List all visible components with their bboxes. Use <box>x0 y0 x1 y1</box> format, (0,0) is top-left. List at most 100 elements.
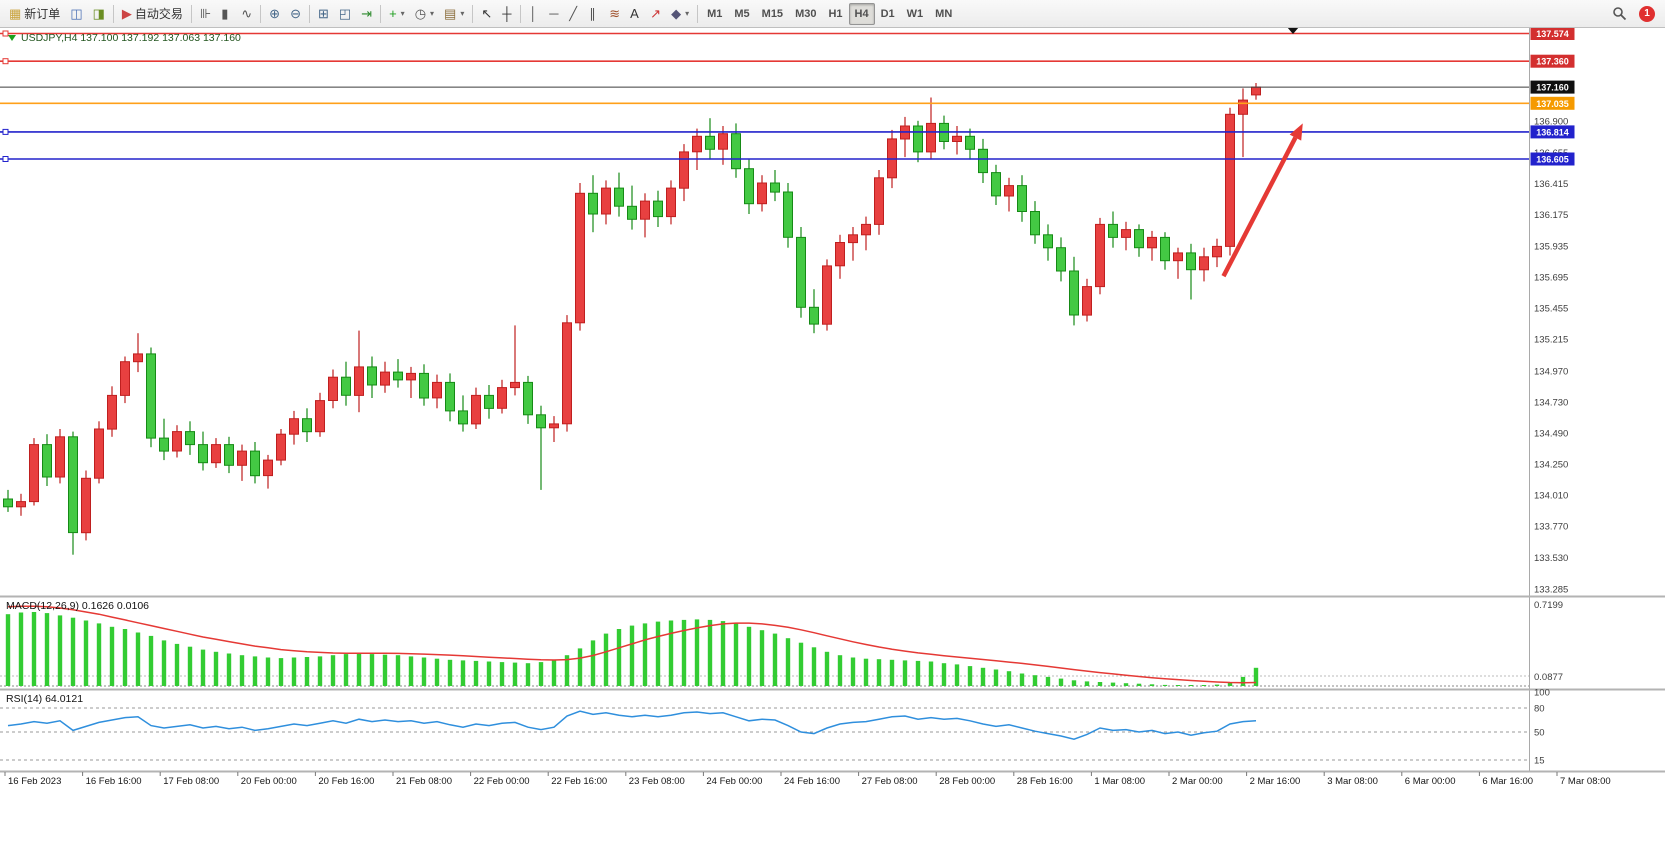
candle <box>822 265 832 325</box>
tf-m1-button[interactable]: M1 <box>701 3 728 25</box>
bar-chart-button[interactable]: ⊪ <box>195 3 216 25</box>
templates-dropdown-icon[interactable]: ▾ <box>460 9 465 18</box>
price-tag-label: 137.574 <box>1536 29 1569 39</box>
crosshair-icon: ┼ <box>502 6 512 21</box>
candle <box>1121 229 1131 238</box>
support-line-blue-1-handle[interactable] <box>2 128 9 135</box>
macd-histogram-bar <box>486 661 492 686</box>
time-axis-label: 22 Feb 00:00 <box>474 776 530 787</box>
candle <box>523 381 533 416</box>
macd-histogram-bar <box>1240 676 1246 686</box>
time-axis-label: 20 Feb 16:00 <box>318 776 374 787</box>
macd-histogram-bar <box>837 655 843 686</box>
support-line-blue-1-price-tag <box>1530 125 1575 139</box>
macd-histogram-bar <box>1097 682 1103 686</box>
candle <box>1056 247 1066 272</box>
macd-histogram-bar <box>31 612 37 686</box>
candle <box>575 192 585 324</box>
equidistant-channel-button[interactable]: ∥ <box>584 3 604 25</box>
support-line-blue-2-handle[interactable] <box>2 156 9 162</box>
profiles-button[interactable]: ◨ <box>88 3 110 25</box>
tf-m30-button[interactable]: M30 <box>789 3 822 25</box>
trendline-button[interactable]: ╱ <box>564 3 584 25</box>
shapes-dropdown-icon[interactable]: ▾ <box>685 9 690 18</box>
macd-histogram-bar <box>629 625 635 686</box>
macd-histogram-bar <box>876 659 882 686</box>
object-anchor-triangle-icon[interactable] <box>1287 27 1299 34</box>
fibonacci-button[interactable]: ≋ <box>604 3 625 25</box>
time-axis-label: 3 Mar 08:00 <box>1327 776 1378 787</box>
horizontal-line-button[interactable]: ─ <box>544 3 564 25</box>
trend-arrow-annotation[interactable] <box>1221 136 1298 278</box>
resistance-line-lower-handle[interactable] <box>2 58 9 65</box>
price-tick-label: 135.215 <box>1534 335 1568 346</box>
text-tool-icon: A <box>630 6 639 21</box>
macd-histogram-bar <box>70 617 76 686</box>
tf-m5-button[interactable]: M5 <box>728 3 755 25</box>
tile-windows-button[interactable]: ⊞ <box>313 3 334 25</box>
time-axis[interactable]: 16 Feb 2023 16 Feb 16:00 17 Feb 08:00 20 Fe… <box>4 772 1611 787</box>
trend-arrow-head[interactable] <box>1289 123 1303 141</box>
resistance-line-upper-handle[interactable] <box>2 30 9 37</box>
tf-h1-button[interactable]: H1 <box>822 3 848 25</box>
macd-histogram-bar <box>915 660 921 686</box>
support-line-blue-2-price-tag <box>1530 152 1575 166</box>
new-order-button[interactable]: ▦ 新订单 <box>4 3 65 25</box>
macd-histogram-bar <box>291 657 297 686</box>
zoom-out-button[interactable]: ⊖ <box>285 3 306 25</box>
macd-histogram-bar <box>668 620 674 686</box>
text-tool-button[interactable]: A <box>625 3 645 25</box>
macd-histogram-bar <box>1084 681 1090 686</box>
toolbar-separator <box>472 4 474 23</box>
crosshair-button[interactable]: ┼ <box>497 3 517 25</box>
candle <box>1082 286 1092 316</box>
chart-shift-button[interactable]: ⇥ <box>356 3 377 25</box>
toolbar-right: 1 <box>1607 3 1661 25</box>
charts-button[interactable]: ◫ <box>65 3 87 25</box>
candle <box>731 133 741 170</box>
periods-button[interactable]: ◷ ▾ <box>410 3 439 25</box>
periods-dropdown-icon[interactable]: ▾ <box>430 9 435 18</box>
macd-histogram-bar <box>616 629 622 686</box>
price-tick-label: 134.730 <box>1534 397 1568 408</box>
tf-d1-button[interactable]: D1 <box>875 3 901 25</box>
cursor-button[interactable]: ↖ <box>476 3 497 25</box>
auto-arrange-button[interactable]: ◰ <box>334 3 356 25</box>
indicators-dropdown-icon[interactable]: ▾ <box>400 9 405 18</box>
candle <box>965 135 975 150</box>
tf-h4-button[interactable]: H4 <box>848 2 875 25</box>
macd-histogram-bar <box>746 626 752 686</box>
macd-histogram-bar <box>941 663 947 686</box>
zoom-out-icon: ⊖ <box>290 6 301 21</box>
notifications-badge[interactable]: 1 <box>1639 5 1655 22</box>
candle <box>1186 252 1196 271</box>
candlestick-chart-button[interactable]: ▮ <box>216 3 236 25</box>
indicators-button[interactable]: + ▾ <box>384 3 410 25</box>
macd-histogram-bar <box>681 619 687 686</box>
macd-histogram-bar <box>1201 685 1207 686</box>
candle <box>302 418 312 433</box>
line-chart-button[interactable]: ∿ <box>236 3 257 25</box>
macd-histogram-bar <box>772 633 778 686</box>
macd-histogram-bar <box>1188 685 1194 686</box>
arrows-tool-button[interactable]: ↗ <box>645 3 666 25</box>
macd-histogram-bar <box>1045 676 1051 686</box>
tf-w1-button[interactable]: W1 <box>901 3 930 25</box>
shapes-button[interactable]: ◆ ▾ <box>666 3 694 25</box>
candle <box>913 125 923 153</box>
tf-m15-button[interactable]: M15 <box>756 3 789 25</box>
tf-mn-button[interactable]: MN <box>929 3 958 25</box>
search-button[interactable] <box>1607 3 1632 25</box>
candle <box>562 322 572 425</box>
templates-button[interactable]: ▤ ▾ <box>439 3 469 25</box>
macd-histogram-bar <box>200 649 206 686</box>
price-tick-label: 134.250 <box>1534 460 1568 471</box>
price-tick-label: 133.530 <box>1534 553 1568 564</box>
vertical-line-button[interactable]: │ <box>524 3 544 25</box>
candle <box>640 200 650 220</box>
candle <box>146 353 156 439</box>
time-axis-label: 16 Feb 2023 <box>8 776 61 787</box>
zoom-in-button[interactable]: ⊕ <box>264 3 285 25</box>
auto-trading-button[interactable]: ▶ 自动交易 <box>117 3 188 25</box>
